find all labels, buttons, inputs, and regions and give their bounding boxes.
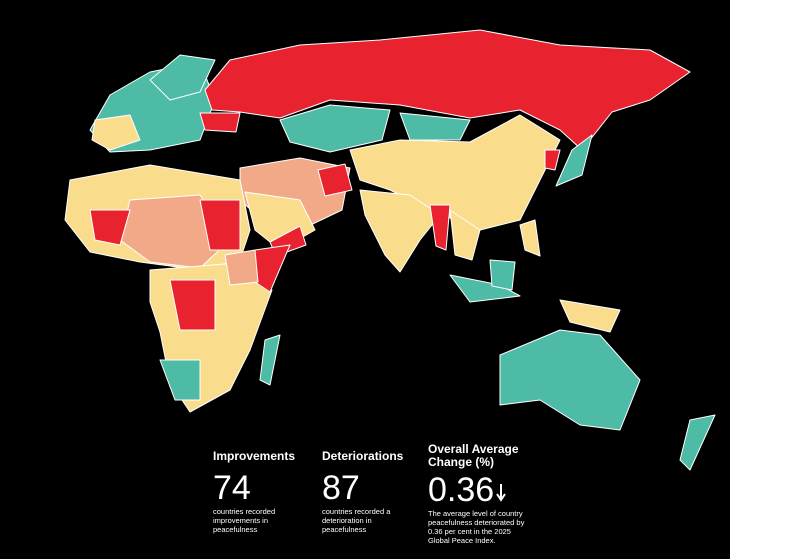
- region: [359, 189, 441, 273]
- region: [254, 244, 291, 293]
- stat-value-row: 0.36: [428, 471, 534, 509]
- region: [259, 334, 281, 386]
- down-arrow-icon: [496, 484, 507, 502]
- stat-description: The average level of country peacefulnes…: [428, 509, 525, 545]
- stat-improvements: Improvements 74 countries recorded impro…: [213, 449, 313, 535]
- stat-overall-change: Overall Average Change (%) 0.36 The aver…: [428, 442, 534, 546]
- region: [317, 163, 353, 197]
- stat-value: 74: [213, 469, 251, 507]
- region: [679, 414, 716, 471]
- region: [349, 114, 561, 231]
- region: [89, 209, 131, 246]
- stat-value: 0.36: [428, 471, 495, 509]
- stat-title: Deteriorations: [322, 449, 404, 463]
- region: [279, 104, 391, 153]
- region: [199, 199, 241, 251]
- region: [559, 299, 621, 333]
- region: [544, 149, 561, 171]
- region: [449, 274, 521, 303]
- stat-value: 87: [322, 469, 360, 507]
- region: [555, 134, 593, 187]
- region: [91, 114, 141, 151]
- region: [489, 259, 516, 291]
- world-map: [64, 29, 716, 471]
- region: [519, 219, 541, 257]
- region: [204, 29, 691, 151]
- region: [149, 54, 216, 101]
- stat-title: Overall Average Change (%): [428, 442, 519, 469]
- stat-deteriorations: Deteriorations 87 countries recorded a d…: [322, 449, 410, 535]
- stat-description: countries recorded improvements in peace…: [213, 507, 276, 534]
- region: [449, 209, 481, 261]
- stat-description: countries recorded a deterioration in pe…: [322, 507, 391, 534]
- region: [499, 329, 641, 431]
- region: [399, 112, 471, 141]
- region: [429, 204, 451, 251]
- region: [224, 249, 259, 286]
- region: [159, 359, 201, 401]
- region: [199, 112, 241, 133]
- region: [169, 279, 216, 331]
- stat-title: Improvements: [213, 449, 296, 463]
